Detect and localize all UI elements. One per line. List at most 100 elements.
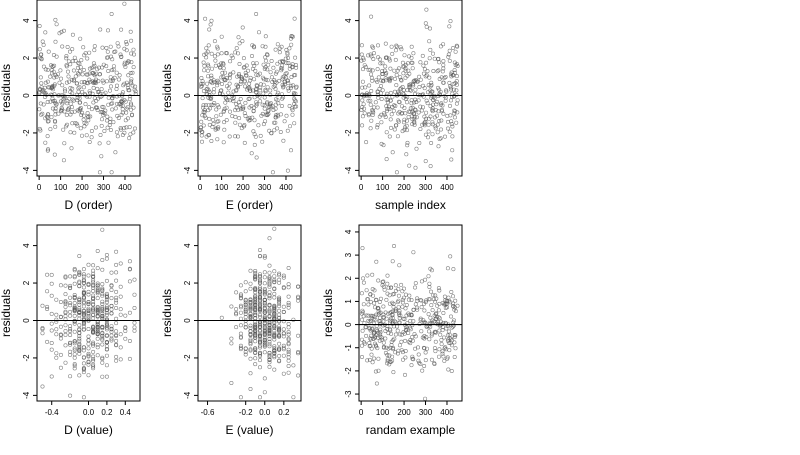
data-point (81, 345, 86, 350)
data-point (391, 345, 396, 350)
data-point (210, 124, 215, 129)
data-point (360, 246, 365, 251)
data-point (291, 317, 296, 322)
data-point (286, 282, 291, 287)
data-point (114, 278, 119, 283)
data-point (280, 66, 285, 71)
data-point (86, 301, 91, 306)
y-tick-label: -2 (344, 129, 353, 137)
data-point (117, 73, 122, 78)
data-point (95, 285, 100, 290)
data-point (433, 126, 438, 131)
data-point (72, 55, 77, 60)
data-point (286, 352, 291, 357)
data-point (120, 103, 125, 108)
x-tick-label: -0.2 (239, 408, 253, 417)
data-point (272, 120, 277, 125)
data-point (286, 300, 291, 305)
data-point (243, 322, 248, 327)
data-point (254, 61, 259, 66)
data-point (377, 86, 382, 91)
data-point (369, 108, 374, 113)
data-point (434, 99, 439, 104)
data-point (286, 347, 291, 352)
data-point (262, 323, 267, 328)
data-point (262, 290, 267, 295)
data-point (234, 105, 239, 110)
data-point (445, 266, 450, 271)
data-point (426, 129, 431, 134)
data-point (53, 73, 58, 78)
data-point (403, 306, 408, 311)
data-point (70, 32, 75, 37)
data-point (257, 291, 262, 296)
data-point (257, 312, 262, 317)
data-point (65, 44, 70, 49)
data-point (200, 96, 205, 101)
data-point (68, 393, 73, 398)
y-axis-title: residuals (160, 289, 174, 337)
data-point (280, 75, 285, 80)
data-point (253, 298, 258, 303)
data-point (77, 307, 82, 312)
data-point (257, 353, 262, 358)
data-point (359, 311, 364, 316)
data-point (365, 297, 370, 302)
data-point (442, 358, 447, 363)
data-point (83, 102, 88, 107)
data-point (206, 133, 211, 138)
data-point (413, 165, 418, 170)
data-point (129, 107, 134, 112)
data-point (423, 159, 428, 164)
data-point (238, 310, 243, 315)
data-point (395, 351, 400, 356)
data-point (114, 94, 119, 99)
data-point (375, 105, 380, 110)
data-point (243, 114, 248, 119)
data-point (260, 139, 265, 144)
data-point (94, 105, 99, 110)
data-point (381, 319, 386, 324)
data-point (72, 366, 77, 371)
data-point (79, 58, 84, 63)
data-point (396, 91, 401, 96)
data-point (447, 48, 452, 53)
data-point (237, 122, 242, 127)
data-point (412, 78, 417, 83)
data-point (360, 328, 365, 333)
data-point (281, 59, 286, 64)
data-point (273, 47, 278, 52)
data-point (364, 140, 369, 145)
data-point (86, 334, 91, 339)
data-point (267, 128, 272, 133)
data-point (263, 77, 268, 82)
x-tick-label: 100 (376, 408, 390, 417)
data-point (129, 102, 134, 107)
data-point (92, 44, 97, 49)
data-point (281, 343, 286, 348)
data-point (100, 356, 105, 361)
data-point (267, 357, 272, 362)
data-point (370, 327, 375, 332)
data-point (447, 129, 452, 134)
data-point (58, 324, 63, 329)
data-point (253, 308, 258, 313)
data-point (432, 329, 437, 334)
data-point (373, 335, 378, 340)
data-point (267, 353, 272, 358)
data-point (131, 130, 136, 135)
data-point (257, 281, 262, 286)
data-point (248, 347, 253, 352)
data-point (411, 51, 416, 56)
data-point (404, 128, 409, 133)
data-point (450, 124, 455, 129)
data-point (427, 337, 432, 342)
data-point (62, 141, 67, 146)
data-point (211, 117, 216, 122)
data-point (429, 357, 434, 362)
data-point (114, 289, 119, 294)
data-point (64, 54, 69, 59)
data-point (219, 51, 224, 56)
data-point (227, 134, 232, 139)
